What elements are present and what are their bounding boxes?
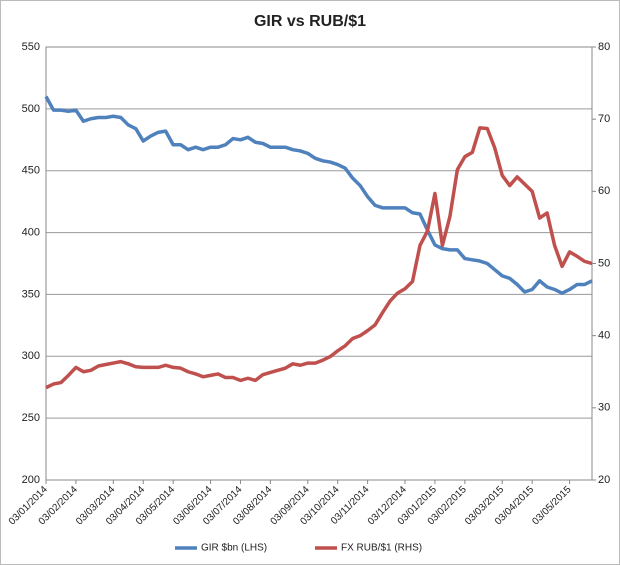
- y-tick-label: 200: [22, 474, 40, 486]
- y-tick-label: 450: [22, 165, 40, 177]
- chart-title: GIR vs RUB/$1: [254, 13, 366, 30]
- y2-tick-label: 40: [598, 330, 610, 342]
- y2-tick-label: 80: [598, 41, 610, 53]
- y-tick-label: 350: [22, 288, 40, 300]
- y2-tick-label: 60: [598, 185, 610, 197]
- y-tick-label: 500: [22, 103, 40, 115]
- series-line: [44, 95, 593, 295]
- y-tick-label: 550: [22, 41, 40, 53]
- legend: GIR $bn (LHS) FX RUB/$1 (RHS): [175, 543, 422, 554]
- y-tick-label: 400: [22, 226, 40, 238]
- y-tick-label: 250: [22, 412, 40, 424]
- y2-tick-label: 70: [598, 113, 610, 125]
- y-tick-label: 300: [22, 350, 40, 362]
- legend-label: GIR $bn (LHS): [201, 543, 267, 554]
- y2-tick-label: 30: [598, 402, 610, 414]
- y2-tick-label: 20: [598, 474, 610, 486]
- y2-tick-label: 50: [598, 257, 610, 269]
- series-line: [45, 126, 593, 390]
- legend-label: FX RUB/$1 (RHS): [341, 543, 422, 554]
